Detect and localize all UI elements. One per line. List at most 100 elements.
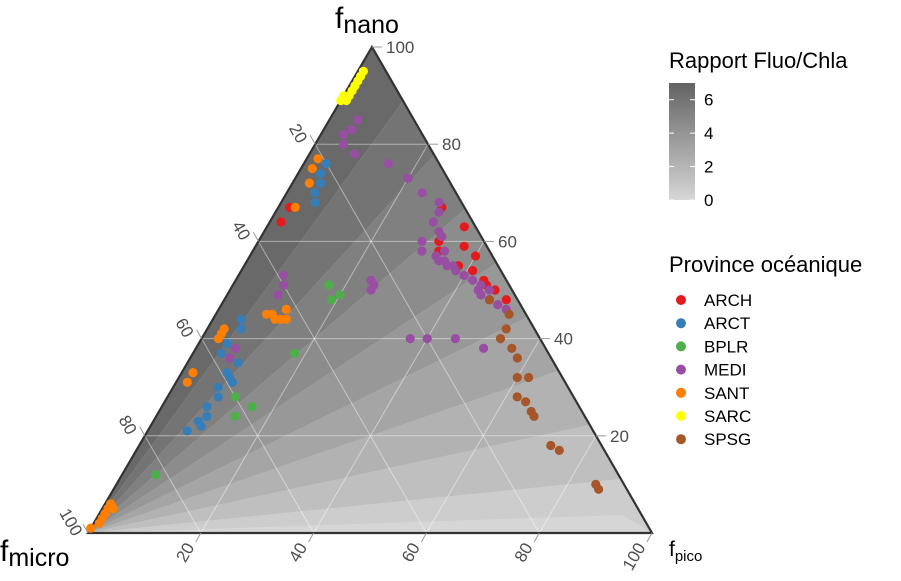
point-arct: [310, 188, 320, 198]
point-sant: [281, 304, 291, 314]
tick-micro: [196, 329, 203, 339]
point-arct: [182, 426, 192, 436]
tick-label-micro: 80: [115, 412, 141, 438]
point-spsg: [594, 484, 604, 494]
shade-band: [88, 263, 528, 533]
legend-marker-sant: [676, 387, 686, 398]
point-arct: [321, 159, 331, 169]
point-spsg: [554, 445, 564, 455]
tick-label-nano: 20: [610, 427, 629, 446]
fluo-chla-shading: [88, 47, 652, 533]
point-spsg: [512, 392, 522, 402]
point-sant: [94, 518, 104, 528]
point-sant: [290, 202, 300, 212]
shade-band: [88, 425, 621, 533]
point-arct: [202, 402, 212, 412]
point-medi: [273, 290, 283, 300]
point-medi: [417, 246, 427, 256]
point-bplr: [335, 290, 345, 300]
point-spsg: [495, 334, 506, 344]
point-medi: [417, 236, 427, 246]
point-medi: [439, 246, 450, 256]
point-sarc: [336, 95, 346, 106]
point-medi: [422, 334, 432, 344]
point-bplr: [324, 280, 334, 290]
gridline: [200, 143, 429, 534]
shade-band: [88, 371, 590, 533]
point-arct: [316, 178, 326, 188]
axis-title-nano: fnano: [335, 2, 399, 39]
point-arch: [470, 251, 481, 261]
colorbar-tick-label: 0: [704, 191, 713, 210]
legend-marker-bplr: [676, 341, 686, 352]
point-arct: [216, 348, 226, 358]
legend-marker-sarc: [676, 411, 686, 421]
ternary-gridlines: [144, 143, 597, 534]
legend-title: Province océanique: [669, 252, 862, 277]
point-medi: [468, 275, 478, 285]
tick-label-micro: 20: [285, 121, 311, 147]
colorbar-ticks: 6 4 2 0: [669, 91, 713, 210]
point-arct: [222, 338, 232, 349]
point-medi: [366, 285, 376, 295]
tick-label-pico: 60: [398, 540, 424, 566]
axis-title-micro: fmicro: [0, 535, 69, 572]
legend-label-sarc: SARC: [704, 407, 751, 426]
axis-title-micro-sub: micro: [8, 544, 69, 572]
tick-label-nano: 60: [498, 232, 517, 251]
shade-band: [88, 317, 559, 533]
colorbar-tick-label: 4: [704, 124, 713, 143]
tick-micro: [82, 523, 89, 534]
tick-label-micro: 40: [228, 218, 254, 244]
tick-label-nano: 40: [554, 330, 573, 349]
point-medi: [434, 227, 444, 237]
point-medi: [347, 125, 357, 135]
legend-label-sant: SANT: [704, 384, 749, 403]
point-spsg: [546, 440, 556, 451]
point-sant: [304, 178, 314, 188]
point-sant: [108, 504, 119, 514]
point-medi: [225, 353, 235, 363]
point-sant: [313, 154, 323, 164]
point-medi: [484, 285, 494, 295]
colorbar: [669, 83, 695, 200]
point-medi: [338, 129, 348, 140]
point-medi: [383, 159, 393, 169]
legend-label-spsg: SPSG: [704, 430, 751, 449]
point-bplr: [326, 295, 337, 305]
shade-band: [88, 209, 497, 533]
gridline: [201, 338, 315, 534]
colorbar-tick-label: 6: [704, 91, 713, 110]
point-arct: [316, 168, 326, 178]
point-spsg: [524, 372, 534, 383]
gridline: [538, 435, 597, 534]
point-medi: [417, 188, 427, 198]
point-arct: [310, 197, 320, 208]
point-arct: [236, 324, 246, 334]
tick-label-nano: 80: [442, 135, 461, 154]
point-arch: [276, 217, 286, 227]
shade-band: [88, 101, 435, 533]
tick-pico: [420, 532, 427, 543]
point-sarc: [344, 91, 354, 101]
point-arch: [459, 222, 469, 232]
point-medi: [459, 270, 469, 280]
point-sant: [307, 163, 317, 174]
tick-label-micro: 60: [171, 315, 197, 341]
point-arct: [213, 382, 223, 392]
tick-pico: [533, 532, 540, 543]
legend-marker-medi: [676, 364, 686, 375]
tick-label-pico: 80: [511, 540, 537, 566]
point-bplr: [290, 348, 300, 358]
legend-label-bplr: BPLR: [704, 337, 748, 356]
point-medi: [479, 343, 489, 353]
tick-pico: [195, 532, 202, 543]
colorbar-title: Rapport Fluo/Chla: [669, 48, 848, 73]
point-arct: [236, 314, 246, 324]
point-arct: [196, 421, 206, 431]
point-medi: [353, 115, 363, 125]
axis-title-pico-sub: pico: [675, 548, 703, 565]
point-medi: [350, 149, 360, 159]
point-medi: [403, 173, 413, 183]
